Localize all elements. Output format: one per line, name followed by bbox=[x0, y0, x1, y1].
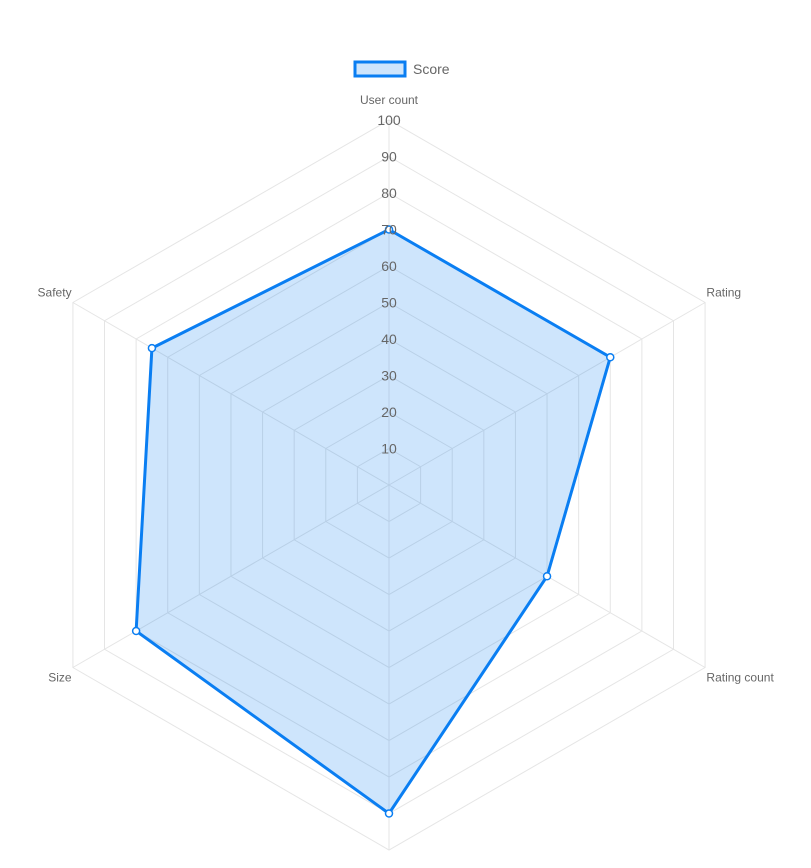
axis-label-user-count: User count bbox=[360, 93, 419, 107]
data-point-4[interactable] bbox=[131, 626, 141, 636]
data-point-2[interactable] bbox=[542, 572, 552, 581]
tick-label-50: 50 bbox=[381, 295, 397, 311]
data-point-3[interactable] bbox=[384, 809, 394, 818]
data-layer bbox=[131, 225, 615, 818]
spoke-5 bbox=[72, 302, 390, 486]
axis-label-rating: Rating bbox=[706, 286, 741, 300]
legend-label-score: Score bbox=[413, 61, 450, 77]
legend-swatch-score bbox=[353, 60, 407, 78]
spoke-4 bbox=[72, 484, 390, 668]
axis-label-size: Size bbox=[48, 671, 72, 685]
axis-label-safety: Safety bbox=[38, 286, 72, 300]
series-area-0 bbox=[134, 227, 613, 816]
tick-label-10: 10 bbox=[381, 441, 397, 457]
tick-label-90: 90 bbox=[381, 149, 397, 165]
data-point-0[interactable] bbox=[384, 225, 394, 234]
tick-label-20: 20 bbox=[381, 404, 397, 420]
tick-label-60: 60 bbox=[381, 258, 397, 274]
tick-label-100: 100 bbox=[377, 112, 401, 128]
data-point-5[interactable] bbox=[147, 343, 157, 353]
data-point-1[interactable] bbox=[606, 353, 615, 362]
tick-label-80: 80 bbox=[381, 185, 397, 201]
tick-label-70: 70 bbox=[381, 222, 397, 238]
axis-label-rating-count: Rating count bbox=[706, 671, 774, 685]
tick-label-40: 40 bbox=[381, 331, 397, 347]
tick-label-30: 30 bbox=[381, 368, 397, 384]
legend[interactable]: Score bbox=[353, 60, 450, 78]
radial-tick-labels: 10 20 30 40 50 60 70 80 90 100 bbox=[377, 112, 401, 457]
spoke-1 bbox=[388, 302, 706, 486]
